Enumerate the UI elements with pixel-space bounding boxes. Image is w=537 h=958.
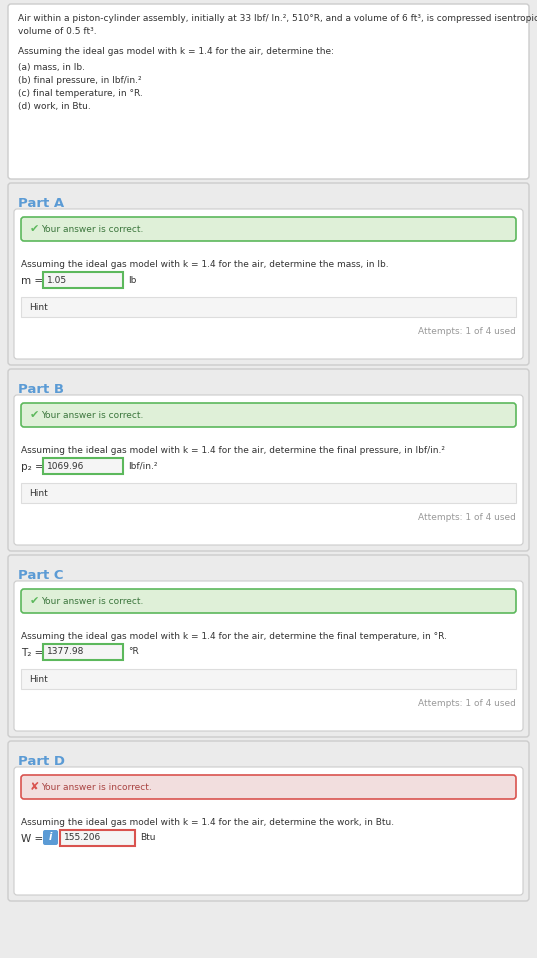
Text: m =: m = xyxy=(21,276,43,286)
Text: ✔: ✔ xyxy=(30,224,39,234)
Text: Your answer is correct.: Your answer is correct. xyxy=(41,597,143,605)
FancyBboxPatch shape xyxy=(43,830,58,845)
Text: Btu: Btu xyxy=(140,833,156,842)
Bar xyxy=(43,458,123,474)
Text: i: i xyxy=(49,833,52,842)
Text: Hint: Hint xyxy=(29,675,48,684)
Bar xyxy=(21,483,516,503)
FancyBboxPatch shape xyxy=(8,369,529,551)
Text: Hint: Hint xyxy=(29,303,48,312)
Text: °R: °R xyxy=(128,648,139,656)
FancyBboxPatch shape xyxy=(8,183,529,365)
FancyBboxPatch shape xyxy=(14,395,523,545)
FancyBboxPatch shape xyxy=(14,209,523,359)
FancyBboxPatch shape xyxy=(21,217,516,241)
Text: ✔: ✔ xyxy=(30,596,39,606)
Text: Hint: Hint xyxy=(29,489,48,498)
Text: volume of 0.5 ft³.: volume of 0.5 ft³. xyxy=(18,27,97,36)
Text: Assuming the ideal gas model with k = 1.4 for the air, determine the:: Assuming the ideal gas model with k = 1.… xyxy=(18,47,334,56)
Text: lbf/in.²: lbf/in.² xyxy=(128,462,157,470)
Text: ✘: ✘ xyxy=(30,782,39,792)
Bar xyxy=(21,669,516,689)
Text: (c) final temperature, in °R.: (c) final temperature, in °R. xyxy=(18,89,143,98)
Text: (b) final pressure, in lbf/in.²: (b) final pressure, in lbf/in.² xyxy=(18,76,142,85)
Text: Assuming the ideal gas model with k = 1.4 for the air, determine the final tempe: Assuming the ideal gas model with k = 1.… xyxy=(21,632,447,641)
FancyBboxPatch shape xyxy=(21,589,516,613)
Bar xyxy=(60,830,135,846)
Text: lb: lb xyxy=(128,276,136,285)
Text: Assuming the ideal gas model with k = 1.4 for the air, determine the work, in Bt: Assuming the ideal gas model with k = 1.… xyxy=(21,818,394,827)
FancyBboxPatch shape xyxy=(14,767,523,895)
Text: Attempts: 1 of 4 used: Attempts: 1 of 4 used xyxy=(418,698,516,708)
Text: (d) work, in Btu.: (d) work, in Btu. xyxy=(18,102,91,111)
Text: Attempts: 1 of 4 used: Attempts: 1 of 4 used xyxy=(418,327,516,335)
Text: 155.206: 155.206 xyxy=(64,833,101,842)
Text: Your answer is correct.: Your answer is correct. xyxy=(41,410,143,420)
FancyBboxPatch shape xyxy=(8,4,529,179)
Text: Attempts: 1 of 4 used: Attempts: 1 of 4 used xyxy=(418,513,516,521)
Text: Part D: Part D xyxy=(18,755,65,768)
FancyBboxPatch shape xyxy=(8,555,529,737)
Text: p₂ =: p₂ = xyxy=(21,462,43,472)
Text: Assuming the ideal gas model with k = 1.4 for the air, determine the mass, in lb: Assuming the ideal gas model with k = 1.… xyxy=(21,260,389,269)
Text: 1377.98: 1377.98 xyxy=(47,648,84,656)
Text: Your answer is incorrect.: Your answer is incorrect. xyxy=(41,783,152,791)
Text: Part C: Part C xyxy=(18,569,63,582)
Bar xyxy=(43,272,123,288)
Text: 1069.96: 1069.96 xyxy=(47,462,84,470)
Text: ✔: ✔ xyxy=(30,410,39,420)
FancyBboxPatch shape xyxy=(14,581,523,731)
FancyBboxPatch shape xyxy=(21,403,516,427)
Text: Part B: Part B xyxy=(18,383,64,396)
Text: Your answer is correct.: Your answer is correct. xyxy=(41,224,143,234)
FancyBboxPatch shape xyxy=(8,741,529,901)
Bar xyxy=(43,644,123,660)
Text: 1.05: 1.05 xyxy=(47,276,67,285)
FancyBboxPatch shape xyxy=(21,775,516,799)
Bar xyxy=(21,297,516,317)
Text: W =: W = xyxy=(21,834,43,844)
Text: Part A: Part A xyxy=(18,197,64,210)
Text: T₂ =: T₂ = xyxy=(21,648,43,658)
Text: Assuming the ideal gas model with k = 1.4 for the air, determine the final press: Assuming the ideal gas model with k = 1.… xyxy=(21,446,445,455)
Text: Air within a piston-cylinder assembly, initially at 33 lbf/ In.², 510°R, and a v: Air within a piston-cylinder assembly, i… xyxy=(18,14,537,23)
Text: (a) mass, in lb.: (a) mass, in lb. xyxy=(18,63,85,72)
